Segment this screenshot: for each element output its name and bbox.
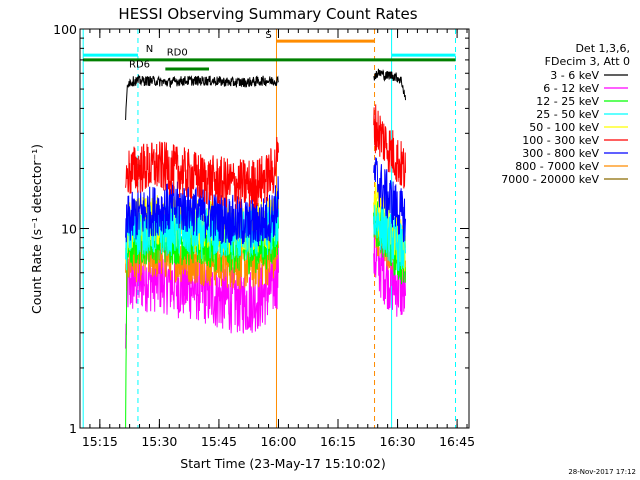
x-tick-label-4: 16:15 — [320, 434, 356, 449]
legend-label-5: 100 - 300 keV — [522, 134, 599, 147]
y-tick-label-0: 1 — [69, 421, 77, 436]
legend-label-4: 50 - 100 keV — [529, 121, 599, 134]
series-line-3-segment-1 — [373, 203, 406, 272]
legend-label-0: 3 - 6 keV — [550, 69, 599, 82]
legend-label-3: 25 - 50 keV — [536, 108, 599, 121]
legend-label-2: 12 - 25 keV — [536, 95, 599, 108]
series-line-6-segment-0 — [125, 176, 279, 248]
legend-label-1: 6 - 12 keV — [543, 82, 599, 95]
legend-label-8: 7000 - 20000 keV — [501, 173, 599, 186]
series-line-5-segment-0 — [125, 136, 279, 209]
state-bar-label-1: S — [265, 30, 271, 41]
series-line-0-segment-0 — [125, 73, 279, 121]
axes: 15:15 15:30 15:45 16:00 16:15 16:30 16:45 1 10 10… — [53, 22, 475, 449]
x-tick-label-2: 15:45 — [201, 434, 237, 449]
legend-header-line-2: FDecim 3, Att 0 — [545, 55, 630, 68]
x-tick-label-5: 16:30 — [380, 434, 416, 449]
x-tick-label-6: 16:45 — [439, 434, 475, 449]
state-bar-label-2: RD0 — [167, 48, 188, 59]
legend-label-6: 300 - 800 keV — [522, 147, 599, 160]
legend-header-line-1: Det 1,3,6, — [575, 42, 630, 55]
series-line-0-segment-1 — [373, 68, 406, 101]
legend-label-7: 800 - 7000 keV — [515, 160, 599, 173]
x-tick-label-1: 15:30 — [141, 434, 177, 449]
chart-title: HESSI Observing Summary Count Rates — [118, 5, 417, 23]
y-axis-label: Count Rate (s⁻¹ detector⁻¹) — [29, 144, 44, 314]
y-tick-label-1: 10 — [61, 222, 77, 237]
series-line-5-segment-1 — [373, 104, 406, 189]
series-line-6-segment-1 — [373, 157, 406, 243]
state-bar-label-3: RD6 — [129, 59, 150, 70]
x-axis-label: Start Time (23-May-17 15:10:02) — [180, 456, 385, 471]
plot-area — [82, 29, 457, 429]
state-bar-label-0: N — [146, 44, 153, 55]
y-tick-label-2: 100 — [53, 22, 77, 37]
x-tick-label-0: 15:15 — [82, 434, 118, 449]
render-timestamp: 28-Nov-2017 17:12 — [568, 468, 636, 476]
x-tick-label-3: 16:00 — [260, 434, 296, 449]
state-bars: N S RD0 RD6 — [83, 30, 456, 71]
